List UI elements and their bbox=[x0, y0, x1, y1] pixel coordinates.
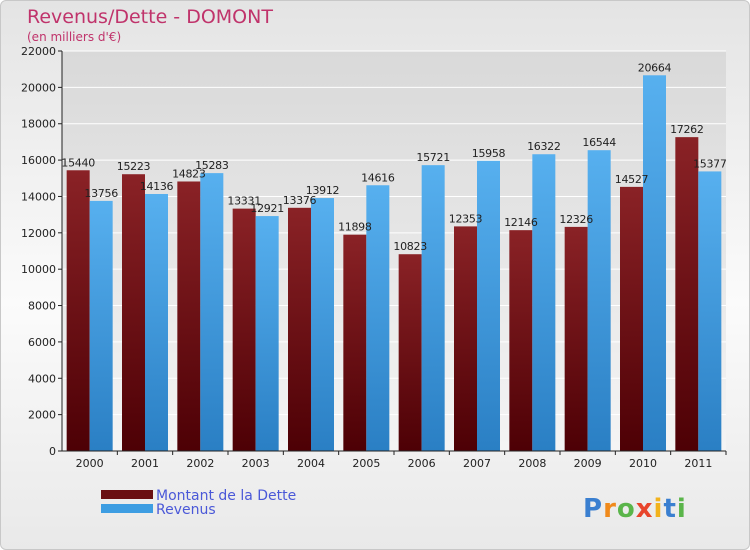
legend-label-debt: Montant de la Dette bbox=[156, 488, 296, 504]
data-label: 10823 bbox=[393, 240, 427, 253]
data-label: 15223 bbox=[117, 160, 151, 173]
bar-dette bbox=[122, 174, 145, 451]
data-label: 13756 bbox=[84, 187, 118, 200]
plot-area bbox=[62, 51, 726, 451]
bar-revenus bbox=[421, 165, 445, 451]
data-label: 14527 bbox=[615, 173, 649, 186]
bar-dette bbox=[620, 186, 643, 451]
data-label: 17262 bbox=[670, 123, 704, 136]
bar-dette bbox=[232, 208, 256, 451]
bar-revenus bbox=[366, 185, 390, 451]
grid-lines bbox=[62, 50, 726, 416]
data-label: 14823 bbox=[172, 167, 206, 180]
logo-letter-r: r bbox=[603, 494, 617, 524]
bar-dette bbox=[454, 226, 477, 451]
data-label: 16322 bbox=[527, 140, 561, 153]
data-label: 15958 bbox=[472, 147, 506, 160]
data-label: 15440 bbox=[61, 156, 95, 169]
logo-letter-x: x bbox=[636, 494, 654, 524]
y-tick-label: 2000 bbox=[28, 409, 56, 422]
y-tick-label: 4000 bbox=[28, 372, 56, 385]
y-tick-label: 12000 bbox=[21, 227, 56, 240]
data-label: 12326 bbox=[559, 213, 593, 226]
x-tick-label: 2006 bbox=[408, 457, 436, 470]
legend-swatch-revenus bbox=[101, 504, 153, 513]
x-tick-label: 2003 bbox=[242, 457, 270, 470]
bar-dette bbox=[398, 254, 422, 451]
y-tick-label: 20000 bbox=[21, 81, 56, 94]
bar-dette bbox=[343, 234, 367, 451]
x-tick-label: 2010 bbox=[629, 457, 657, 470]
chart-subtitle: (en milliers d'€) bbox=[27, 30, 121, 44]
y-tick-label: 14000 bbox=[21, 190, 56, 203]
y-tick-label: 10000 bbox=[21, 263, 56, 276]
proxiti-logo: Proxiti bbox=[583, 494, 687, 524]
bar-revenus bbox=[698, 171, 722, 451]
bars bbox=[66, 75, 722, 452]
data-label: 15721 bbox=[416, 151, 450, 164]
legend: Montant de la Dette Revenus bbox=[101, 488, 296, 518]
logo-letter-t: t bbox=[663, 494, 676, 524]
data-label: 14136 bbox=[140, 180, 174, 193]
data-label: 14616 bbox=[361, 171, 395, 184]
bar-revenus bbox=[643, 75, 666, 452]
legend-label-revenus: Revenus bbox=[156, 502, 216, 518]
bar-dette bbox=[177, 181, 201, 451]
logo-letter-o: o bbox=[617, 494, 636, 524]
y-tick-label: 18000 bbox=[21, 118, 56, 131]
data-label: 16544 bbox=[582, 136, 616, 149]
x-tick-label: 2009 bbox=[574, 457, 602, 470]
bar-revenus bbox=[532, 154, 556, 451]
x-tick-label: 2011 bbox=[684, 457, 712, 470]
logo-letter-p: P bbox=[583, 494, 603, 524]
data-label: 12353 bbox=[449, 212, 483, 225]
y-tick-label: 16000 bbox=[21, 154, 56, 167]
y-tick-label: 6000 bbox=[28, 336, 56, 349]
y-tick-label: 0 bbox=[49, 445, 56, 458]
x-tick-label: 2004 bbox=[297, 457, 325, 470]
x-tick-label: 2008 bbox=[518, 457, 546, 470]
data-label: 12146 bbox=[504, 216, 538, 229]
x-tick-label: 2005 bbox=[352, 457, 380, 470]
logo-letter-i1: i bbox=[654, 494, 664, 524]
bar-revenus bbox=[477, 160, 500, 451]
bar-revenus bbox=[89, 200, 113, 451]
bar-revenus bbox=[200, 173, 224, 452]
y-axis-ticks: 0 2000 4000 6000 8000 10000 12000 14000 16000 180… bbox=[21, 45, 62, 458]
bar-revenus bbox=[145, 193, 168, 451]
x-axis-ticks: 2000 2001 2002 2003 2004 2005 2006 2007 2008 2009… bbox=[76, 451, 727, 470]
data-label: 11898 bbox=[338, 221, 372, 234]
x-tick-label: 2001 bbox=[131, 457, 159, 470]
bar-dette bbox=[66, 170, 90, 452]
bar-dette bbox=[288, 207, 311, 451]
data-label: 13331 bbox=[227, 195, 261, 208]
bar-revenus bbox=[255, 216, 279, 451]
data-label: 12921 bbox=[250, 202, 284, 215]
legend-swatch-debt bbox=[101, 490, 153, 499]
x-tick-label: 2002 bbox=[186, 457, 214, 470]
chart-title: Revenus/Dette - DOMONT bbox=[27, 6, 273, 28]
bar-dette bbox=[509, 230, 533, 451]
data-label: 15283 bbox=[195, 159, 229, 172]
data-label: 13376 bbox=[283, 194, 317, 207]
bar-dette bbox=[564, 226, 588, 451]
y-tick-label: 22000 bbox=[21, 45, 56, 58]
bar-dette bbox=[675, 137, 699, 452]
data-label: 15377 bbox=[693, 157, 727, 170]
logo-letter-i2: i bbox=[677, 494, 687, 524]
data-label: 20664 bbox=[638, 61, 672, 74]
y-tick-label: 8000 bbox=[28, 300, 56, 313]
x-tick-label: 2000 bbox=[76, 457, 104, 470]
x-tick-label: 2007 bbox=[463, 457, 491, 470]
data-label: 13912 bbox=[306, 184, 340, 197]
bar-revenus bbox=[587, 150, 611, 451]
bar-revenus bbox=[311, 198, 334, 451]
